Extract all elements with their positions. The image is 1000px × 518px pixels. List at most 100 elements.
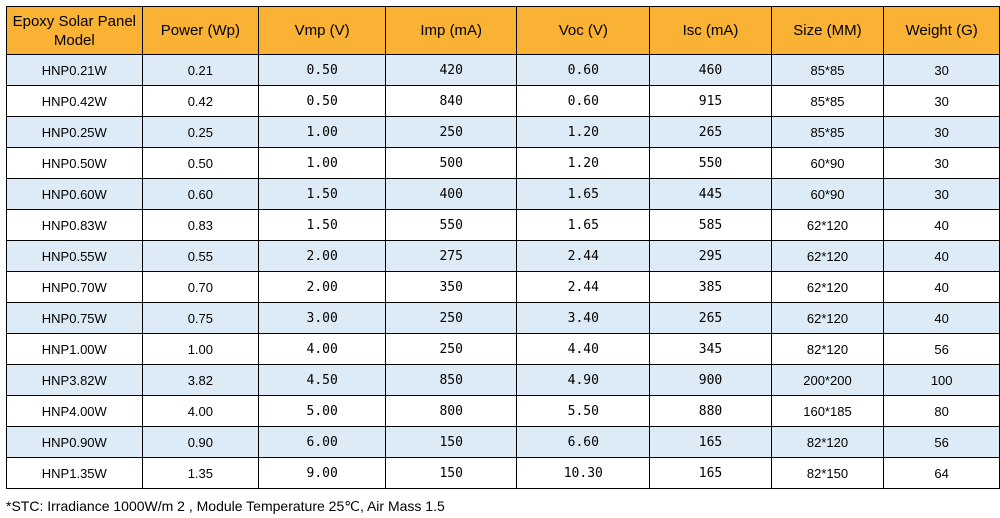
vmp-cell: 1.00: [258, 147, 387, 179]
voc-cell: 1.20: [516, 147, 651, 179]
vmp-cell: 0.50: [258, 54, 387, 86]
isc-cell: 915: [649, 85, 772, 117]
vmp-cell: 4.50: [258, 364, 387, 396]
imp-cell: 500: [385, 147, 518, 179]
isc-cell: 445: [649, 178, 772, 210]
weight-cell: 40: [883, 209, 1000, 241]
isc-cell: 165: [649, 426, 772, 458]
isc-cell: 460: [649, 54, 772, 86]
voc-cell: 0.60: [516, 54, 651, 86]
table-row: HNP0.83W 0.83 1.50 550 1.65 585 62*120 40: [6, 209, 1000, 241]
vmp-cell: 9.00: [258, 457, 387, 489]
model-cell: HNP1.00W: [6, 333, 143, 365]
isc-cell: 295: [649, 240, 772, 272]
size-cell: 60*90: [770, 178, 885, 210]
model-cell: HNP4.00W: [6, 395, 143, 427]
isc-cell: 345: [649, 333, 772, 365]
size-cell: 82*120: [770, 333, 885, 365]
table-row: HNP0.42W 0.42 0.50 840 0.60 915 85*85 30: [6, 85, 1000, 117]
isc-cell: 880: [649, 395, 772, 427]
weight-cell: 56: [883, 426, 1000, 458]
power-cell: 4.00: [141, 395, 260, 427]
isc-cell: 265: [649, 302, 772, 334]
column-header-vmp: Vmp (V): [258, 6, 387, 55]
vmp-cell: 1.50: [258, 209, 387, 241]
column-header-weight: Weight (G): [883, 6, 1000, 55]
imp-cell: 550: [385, 209, 518, 241]
weight-cell: 64: [883, 457, 1000, 489]
model-cell: HNP0.50W: [6, 147, 143, 179]
table-row: HNP0.90W 0.90 6.00 150 6.60 165 82*120 56: [6, 426, 1000, 458]
imp-cell: 250: [385, 302, 518, 334]
imp-cell: 350: [385, 271, 518, 303]
model-cell: HNP0.83W: [6, 209, 143, 241]
weight-cell: 40: [883, 271, 1000, 303]
isc-cell: 900: [649, 364, 772, 396]
size-cell: 60*90: [770, 147, 885, 179]
vmp-cell: 6.00: [258, 426, 387, 458]
weight-cell: 40: [883, 302, 1000, 334]
stc-footnote: *STC: Irradiance 1000W/m 2 , Module Temp…: [6, 498, 445, 514]
table-row: HNP0.70W 0.70 2.00 350 2.44 385 62*120 40: [6, 271, 1000, 303]
isc-cell: 385: [649, 271, 772, 303]
column-header-isc: Isc (mA): [649, 6, 772, 55]
model-cell: HNP0.60W: [6, 178, 143, 210]
voc-cell: 2.44: [516, 271, 651, 303]
power-cell: 1.35: [141, 457, 260, 489]
size-cell: 85*85: [770, 116, 885, 148]
vmp-cell: 1.00: [258, 116, 387, 148]
vmp-cell: 1.50: [258, 178, 387, 210]
model-cell: HNP0.25W: [6, 116, 143, 148]
weight-cell: 30: [883, 178, 1000, 210]
imp-cell: 150: [385, 426, 518, 458]
imp-cell: 800: [385, 395, 518, 427]
power-cell: 3.82: [141, 364, 260, 396]
column-header-size: Size (MM): [770, 6, 885, 55]
voc-cell: 10.30: [516, 457, 651, 489]
vmp-cell: 2.00: [258, 240, 387, 272]
voc-cell: 2.44: [516, 240, 651, 272]
size-cell: 160*185: [770, 395, 885, 427]
solar-panel-spec-table: Epoxy Solar Panel Model Power (Wp) Vmp (…: [6, 6, 1000, 489]
table-header: Epoxy Solar Panel Model Power (Wp) Vmp (…: [6, 6, 1000, 55]
table-row: HNP0.55W 0.55 2.00 275 2.44 295 62*120 40: [6, 240, 1000, 272]
column-header-model: Epoxy Solar Panel Model: [6, 6, 143, 55]
size-cell: 82*120: [770, 426, 885, 458]
size-cell: 85*85: [770, 85, 885, 117]
isc-cell: 585: [649, 209, 772, 241]
table-row: HNP0.50W 0.50 1.00 500 1.20 550 60*90 30: [6, 147, 1000, 179]
power-cell: 0.42: [141, 85, 260, 117]
power-cell: 0.70: [141, 271, 260, 303]
model-cell: HNP0.55W: [6, 240, 143, 272]
model-cell: HNP1.35W: [6, 457, 143, 489]
voc-cell: 1.65: [516, 209, 651, 241]
voc-cell: 5.50: [516, 395, 651, 427]
voc-cell: 4.40: [516, 333, 651, 365]
table-row: HNP0.60W 0.60 1.50 400 1.65 445 60*90 30: [6, 178, 1000, 210]
imp-cell: 400: [385, 178, 518, 210]
power-cell: 0.90: [141, 426, 260, 458]
power-cell: 0.50: [141, 147, 260, 179]
imp-cell: 275: [385, 240, 518, 272]
power-cell: 0.83: [141, 209, 260, 241]
size-cell: 62*120: [770, 240, 885, 272]
model-cell: HNP0.90W: [6, 426, 143, 458]
isc-cell: 165: [649, 457, 772, 489]
vmp-cell: 3.00: [258, 302, 387, 334]
imp-cell: 850: [385, 364, 518, 396]
size-cell: 62*120: [770, 302, 885, 334]
model-cell: HNP3.82W: [6, 364, 143, 396]
power-cell: 0.75: [141, 302, 260, 334]
voc-cell: 6.60: [516, 426, 651, 458]
size-cell: 62*120: [770, 209, 885, 241]
power-cell: 0.25: [141, 116, 260, 148]
weight-cell: 30: [883, 116, 1000, 148]
power-cell: 0.60: [141, 178, 260, 210]
vmp-cell: 5.00: [258, 395, 387, 427]
table-body: HNP0.21W 0.21 0.50 420 0.60 460 85*85 30 HNP0.42…: [6, 54, 1000, 489]
voc-cell: 0.60: [516, 85, 651, 117]
imp-cell: 420: [385, 54, 518, 86]
weight-cell: 80: [883, 395, 1000, 427]
table-row: HNP0.75W 0.75 3.00 250 3.40 265 62*120 40: [6, 302, 1000, 334]
isc-cell: 550: [649, 147, 772, 179]
